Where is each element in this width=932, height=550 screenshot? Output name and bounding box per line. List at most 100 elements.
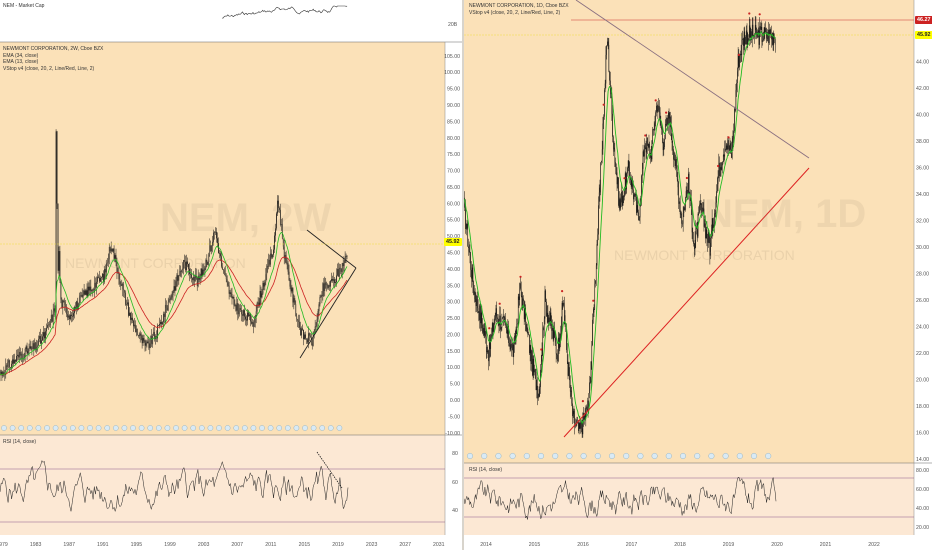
left-time-tick: 2007	[231, 542, 243, 548]
candle-body	[652, 129, 653, 141]
right-event-marker	[736, 453, 743, 460]
candle-body	[18, 354, 19, 358]
candle-body	[291, 288, 293, 292]
right-vstop-point	[654, 99, 657, 102]
pane-divider[interactable]	[462, 0, 464, 550]
candle-body	[468, 247, 470, 252]
candle-body	[693, 243, 695, 250]
candle-body	[278, 200, 279, 208]
candle-body	[478, 311, 480, 321]
candle-body	[628, 160, 630, 169]
candle-body	[131, 317, 132, 320]
candle-body	[519, 283, 521, 300]
candle-body	[712, 218, 714, 229]
candle-body	[186, 261, 187, 271]
candle-body	[163, 313, 164, 323]
candle-body	[264, 282, 266, 287]
candle-body	[618, 199, 620, 206]
candle-body	[717, 177, 719, 185]
right-time-tick: 2017	[626, 542, 638, 548]
candle-body	[619, 199, 621, 208]
candle-body	[479, 305, 480, 321]
right-event-marker	[623, 453, 630, 460]
candle-body	[313, 331, 315, 332]
candle-body	[695, 229, 697, 240]
candle-body	[563, 302, 565, 316]
candle-body	[616, 172, 618, 185]
candle-body	[0, 371, 2, 375]
candle-body	[276, 213, 277, 229]
candle-body	[111, 248, 113, 252]
left-chart-canvas[interactable]: 105.00 100.00 95.00 90.00 85.00 80.00 75.00 70.…	[0, 0, 462, 550]
candle-body	[621, 191, 623, 206]
candle-body	[96, 281, 98, 288]
right-event-marker	[580, 453, 587, 460]
candle-body	[725, 145, 727, 151]
candle-body	[327, 284, 329, 288]
candle-body	[125, 292, 127, 305]
candle-body	[255, 311, 257, 319]
candle-body	[606, 45, 607, 55]
right-chart-canvas[interactable]: 46.0044.0042.0040.0038.0036.0034.0032.00…	[464, 0, 932, 550]
candle-body	[470, 255, 471, 270]
candle-body	[543, 318, 545, 331]
right-rsi-line	[464, 477, 777, 520]
candle-body	[630, 179, 632, 187]
candle-body	[167, 302, 169, 311]
candle-body	[553, 330, 555, 340]
candle-body	[704, 223, 705, 227]
candle-body	[151, 335, 153, 345]
right-legend-vstop: VStop v4 (close, 20, 2, Line/Red, Line, …	[469, 9, 561, 16]
left-time-tick: 2023	[366, 542, 378, 548]
candle-body	[75, 307, 76, 309]
left-watermark-ticker: NEM, 2W	[160, 196, 332, 240]
candle-body	[495, 308, 497, 316]
candle-body	[548, 317, 549, 323]
candle-body	[53, 308, 55, 311]
candle-body	[750, 31, 752, 38]
right-event-marker	[509, 453, 516, 460]
left-chart-pane[interactable]: 105.00 100.00 95.00 90.00 85.00 80.00 75.00 70.…	[0, 0, 462, 550]
candle-body	[100, 277, 101, 282]
right-chart-pane[interactable]: 46.0044.0042.0040.0038.0036.0034.0032.00…	[464, 0, 932, 550]
candle-body	[737, 71, 738, 84]
candle-body	[735, 90, 737, 109]
candle-body	[725, 148, 726, 151]
candle-body	[629, 168, 630, 178]
candle-body	[617, 177, 619, 185]
market-cap-axis-label: 20B	[448, 22, 458, 28]
candle-body	[40, 336, 41, 344]
candle-body	[637, 205, 639, 213]
left-event-marker	[26, 425, 33, 431]
candle-body	[297, 319, 299, 321]
candle-body	[562, 302, 564, 306]
candle-body	[259, 291, 261, 306]
candle-body	[511, 343, 513, 345]
left-time-tick: 2011	[265, 542, 276, 548]
candle-body	[279, 207, 280, 210]
candle-body	[206, 259, 208, 265]
candle-body	[18, 352, 20, 358]
candle-body	[119, 279, 121, 285]
candle-body	[63, 300, 65, 303]
candle-body	[221, 266, 223, 270]
right-time-tick: 2020	[771, 542, 783, 548]
candle-body	[163, 313, 165, 317]
left-event-marker	[310, 425, 317, 431]
candle-body	[595, 280, 596, 284]
candle-body	[44, 332, 45, 339]
candle-body	[645, 147, 647, 153]
candle-body	[110, 248, 112, 252]
candle-body	[526, 324, 528, 330]
candle-body	[150, 335, 152, 344]
candle-body	[476, 296, 477, 307]
candle-body	[27, 351, 29, 354]
right-vstop-point	[717, 164, 720, 168]
candle-body	[714, 213, 715, 225]
candle-body	[708, 232, 709, 243]
candle-body	[486, 350, 488, 352]
candle-body	[82, 294, 84, 297]
left-time-tick: 2019	[332, 542, 344, 548]
candle-body	[178, 275, 180, 281]
candle-body	[193, 276, 195, 282]
